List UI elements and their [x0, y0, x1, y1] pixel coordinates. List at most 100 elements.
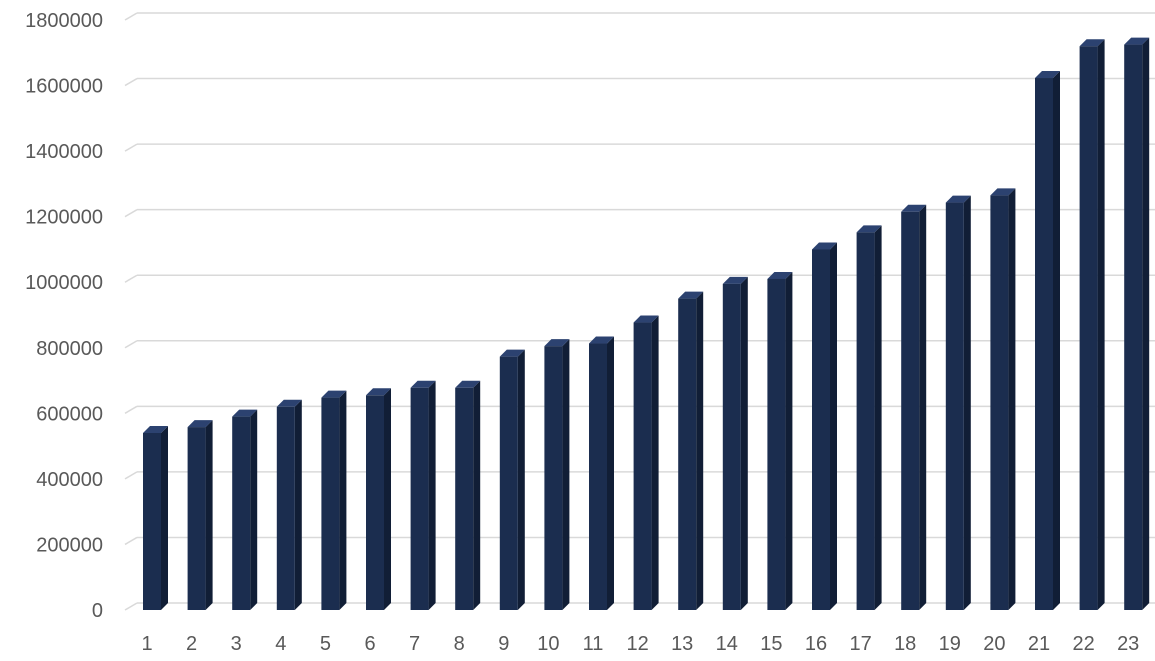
x-tick-label: 19 [939, 633, 961, 655]
bar-front [901, 211, 920, 610]
bar [1079, 39, 1105, 610]
bars [143, 37, 1150, 611]
bar-top [812, 242, 837, 250]
bar-front [767, 278, 786, 610]
x-tick-label: 8 [454, 633, 465, 655]
x-tick-label: 13 [671, 633, 693, 655]
bar-side [1053, 71, 1060, 611]
bar-side [384, 388, 391, 610]
x-tick-label: 20 [983, 633, 1005, 655]
x-tick-label: 23 [1117, 633, 1139, 655]
bar-top [767, 271, 793, 279]
bar-side [517, 349, 525, 610]
x-tick-label: 4 [275, 633, 286, 655]
x-tick-label: 5 [320, 633, 331, 655]
bar-front [276, 406, 295, 610]
x-tick-label: 7 [409, 633, 420, 655]
y-axis-ticks: 0 200000 400000 600000 800000 1000000 1200000 1… [25, 10, 103, 622]
bar [544, 339, 570, 610]
bar [856, 225, 882, 610]
bar-top [633, 315, 659, 323]
bar-side [1097, 39, 1105, 610]
x-tick-label: 10 [537, 633, 559, 655]
x-tick-label: 12 [626, 633, 648, 655]
bar-front [187, 427, 206, 610]
gridline-group [124, 143, 1155, 152]
y-tick-label: 800000 [36, 338, 103, 360]
y-tick-label: 1200000 [25, 207, 103, 229]
bar-side [651, 315, 659, 610]
gridline-stub [124, 12, 138, 21]
bar-top [856, 225, 882, 233]
bar-top [410, 380, 436, 388]
x-tick-label: 18 [894, 633, 916, 655]
bar-front [366, 395, 384, 610]
y-tick-label: 600000 [36, 403, 103, 425]
bar-front [455, 387, 474, 610]
bar-front [633, 322, 652, 610]
bar-side [1008, 188, 1016, 610]
bar [499, 349, 525, 610]
gridline-stub [124, 471, 138, 480]
bar-side [294, 399, 302, 610]
bar [722, 276, 748, 610]
bar-top [366, 388, 391, 396]
bar-front [945, 202, 964, 611]
bar-top [678, 291, 704, 299]
x-tick-label: 22 [1072, 633, 1094, 655]
bar-top [901, 204, 927, 212]
gridline-stub [124, 77, 138, 87]
bar-side [740, 276, 748, 610]
bar-top [143, 426, 168, 433]
x-tick-label: 15 [760, 633, 782, 655]
bar-side [785, 271, 793, 610]
bar-top [589, 336, 614, 344]
bar-top [321, 390, 347, 398]
bar-side [874, 225, 882, 610]
bar-front [499, 356, 518, 610]
bar-side [250, 409, 258, 610]
bar-side [473, 380, 481, 610]
bar-side [696, 291, 704, 610]
bar-side [428, 380, 436, 610]
bar-top [990, 188, 1016, 196]
gridline-group [124, 274, 1155, 283]
bar [633, 315, 659, 610]
bar-top [499, 349, 525, 357]
bar [455, 380, 481, 610]
gridline-group [124, 208, 1155, 218]
bar-side [1142, 37, 1150, 611]
bar-top [455, 380, 481, 388]
gridline-stub [124, 602, 138, 611]
bar [589, 336, 614, 610]
bar-front [321, 397, 340, 610]
bar-top [1079, 39, 1105, 47]
gridline-stub [124, 340, 138, 349]
bar [321, 390, 347, 610]
x-tick-label: 6 [364, 633, 375, 655]
gridline-stub [124, 274, 138, 283]
bar-top [1124, 37, 1150, 45]
gridline-group [124, 12, 1155, 21]
bar [410, 380, 436, 610]
bar [945, 195, 971, 611]
bar [187, 420, 213, 610]
bar-side [161, 426, 168, 610]
bar-front [1079, 46, 1098, 610]
bar-side [562, 339, 570, 610]
bar-front [856, 232, 875, 610]
x-axis-ticks: 1 2 3 4 5 6 7 8 9 10 11 12 13 14 15 16 17 18 19 20 21 22 23 [141, 633, 1139, 655]
bar-front [232, 416, 251, 610]
bar-front [1124, 44, 1143, 611]
bar-top [544, 339, 570, 347]
gridline-stub [124, 536, 138, 546]
x-tick-label: 3 [231, 633, 242, 655]
x-tick-label: 21 [1028, 633, 1050, 655]
bar [678, 291, 704, 610]
y-tick-label: 1600000 [25, 76, 103, 98]
bar-side [830, 242, 837, 610]
x-tick-label: 2 [186, 633, 197, 655]
bar-front [544, 346, 563, 610]
